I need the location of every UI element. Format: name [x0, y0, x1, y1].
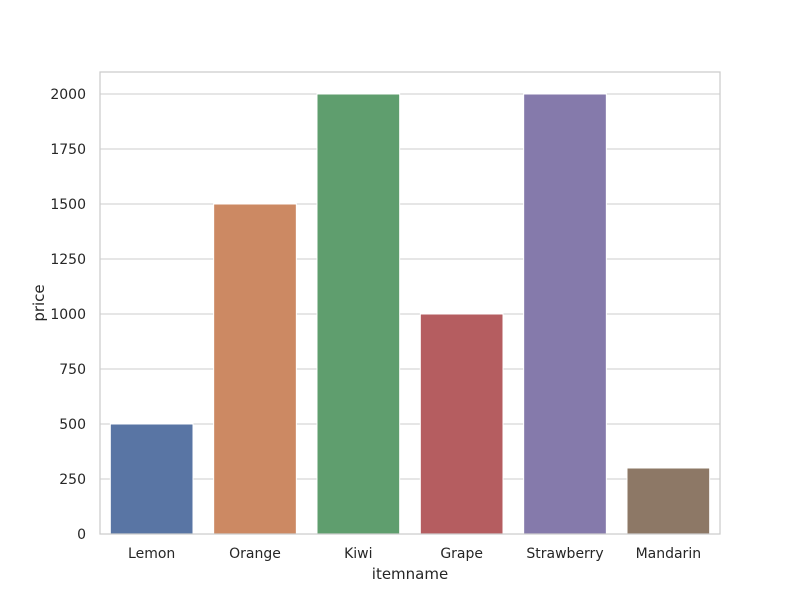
x-axis-title: itemname — [372, 565, 448, 583]
y-tick-label: 250 — [59, 472, 86, 488]
y-tick-labels: 0 250 500 750 1000 1250 1500 1750 2000 — [50, 87, 86, 543]
y-tick-label: 750 — [59, 362, 86, 378]
plot-frame — [99, 71, 721, 535]
y-tick-label: 1250 — [50, 252, 86, 268]
x-tick-label-orange: Orange — [229, 546, 281, 562]
y-tick-label: 1750 — [50, 142, 86, 158]
x-tick-label-grape: Grape — [440, 546, 483, 562]
y-tick-label: 1500 — [50, 197, 86, 213]
bar-kiwi — [316, 93, 401, 535]
bar-grape — [419, 313, 504, 535]
x-tick-labels: Lemon Orange Kiwi Grape Strawberry Mandarin — [128, 546, 701, 562]
bars — [109, 93, 711, 535]
y-tick-label: 2000 — [50, 87, 86, 103]
gridlines — [100, 93, 720, 535]
x-tick-label-strawberry: Strawberry — [526, 546, 603, 562]
bar-lemon — [109, 423, 194, 535]
y-tick-label: 0 — [77, 527, 86, 543]
bar-strawberry — [523, 93, 607, 535]
bar-mandarin — [626, 467, 711, 535]
y-tick-label: 1000 — [50, 307, 86, 323]
bar-orange — [213, 203, 297, 535]
x-tick-label-lemon: Lemon — [128, 546, 175, 562]
y-tick-label: 500 — [59, 417, 86, 433]
x-tick-label-mandarin: Mandarin — [636, 546, 702, 562]
x-tick-label-kiwi: Kiwi — [344, 546, 372, 562]
y-axis-title: price — [30, 284, 48, 321]
